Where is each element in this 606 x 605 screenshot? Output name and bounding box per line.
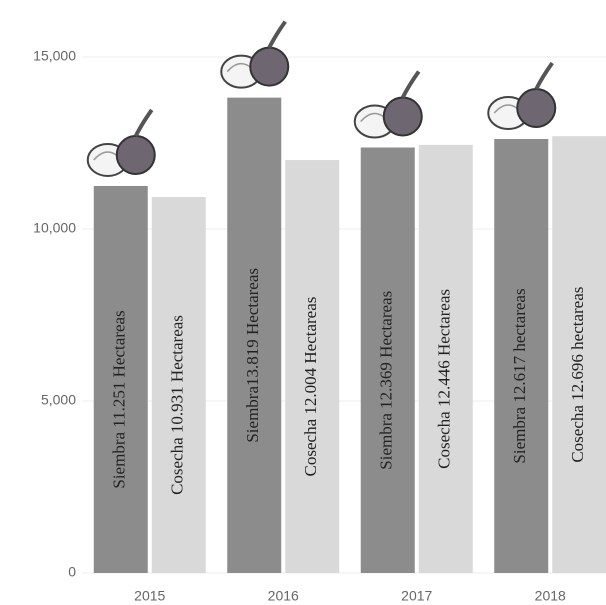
onion-icon bbox=[220, 20, 290, 89]
x-tick-label: 2015 bbox=[134, 588, 165, 604]
y-tick-label: 0 bbox=[68, 564, 76, 580]
bar bbox=[151, 196, 206, 573]
bar-label: Cosecha 10.931 Hectareas bbox=[168, 315, 187, 495]
x-tick-label: 2018 bbox=[535, 588, 566, 604]
bar-label: Cosecha 12.696 hectareas bbox=[568, 287, 587, 463]
bar bbox=[552, 136, 606, 573]
onion-purple bbox=[516, 87, 557, 128]
onion-icon bbox=[487, 61, 557, 130]
y-tick-label: 15,000 bbox=[33, 48, 76, 64]
bar bbox=[360, 147, 415, 573]
bar-label: Siembra13.819 Hectareas bbox=[243, 268, 262, 443]
onion-icon bbox=[353, 70, 423, 139]
y-tick-label: 5,000 bbox=[41, 392, 76, 408]
onion-stem bbox=[133, 108, 154, 137]
bar-label: Cosecha 12.004 Hectareas bbox=[301, 297, 320, 477]
bar bbox=[494, 138, 549, 573]
bar bbox=[227, 97, 282, 573]
y-tick-label: 10,000 bbox=[33, 220, 76, 236]
onion-stem bbox=[400, 70, 421, 99]
bar-label: Siembra 11.251 Hectareas bbox=[110, 310, 129, 488]
x-tick-label: 2016 bbox=[268, 588, 299, 604]
onion-icon bbox=[86, 108, 156, 177]
bar-label: Cosecha 12.446 Hectareas bbox=[435, 289, 454, 469]
onion-stem bbox=[534, 61, 554, 90]
bar bbox=[285, 160, 340, 574]
bar-label: Siembra 12.369 Hectareas bbox=[377, 291, 396, 470]
bar bbox=[418, 144, 473, 573]
onion-purple bbox=[382, 96, 423, 137]
bar bbox=[93, 185, 148, 573]
x-tick-label: 2017 bbox=[401, 588, 432, 604]
bar-label: Siembra 12.617 hectareas bbox=[510, 288, 529, 463]
onion-purple bbox=[115, 134, 156, 175]
onion-stem bbox=[267, 20, 287, 49]
onion-purple bbox=[249, 46, 290, 87]
